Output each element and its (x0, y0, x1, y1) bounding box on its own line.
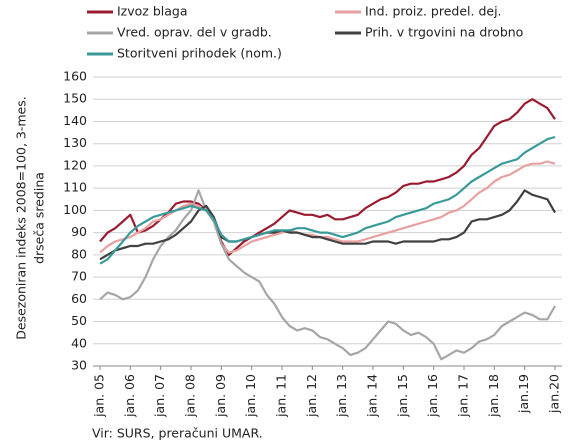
series-line (99, 135, 556, 265)
x-tick-label: jan. 13 (334, 374, 349, 418)
x-tick-label: jan. 05 (92, 374, 107, 418)
x-tick-label: jan. 14 (365, 374, 380, 418)
x-tick-label: jan.20 (547, 374, 562, 414)
x-tick-label: jan. 12 (304, 374, 319, 418)
y-axis-label: Desezoniran indeks 2008=100, 3-mes. (14, 96, 29, 339)
x-tick-label: jan. 07 (152, 374, 167, 418)
series-line (99, 189, 556, 261)
y-tick-label: 50 (71, 313, 87, 328)
series-line (99, 98, 556, 256)
x-tick-label: jan. 17 (456, 374, 471, 418)
y-tick-label: 30 (71, 358, 87, 373)
y-tick-label: 40 (71, 335, 87, 350)
x-tick-label: jan. 15 (395, 374, 410, 418)
x-tick-label: jan. 06 (122, 374, 137, 418)
y-tick-label: 90 (71, 224, 87, 239)
x-tick-label: jan. 08 (183, 374, 198, 418)
legend-label: Vred. oprav. del v gradb. (117, 25, 272, 40)
series-line (99, 189, 556, 361)
y-tick-label: 150 (63, 91, 87, 106)
y-tick-label: 100 (63, 202, 87, 217)
legend-label: Storitveni prihodek (nom.) (117, 46, 282, 61)
legend-label: Prih. v trgovini na drobno (365, 25, 523, 40)
y-tick-label: 110 (63, 180, 87, 195)
y-tick-label: 60 (71, 291, 87, 306)
legend-label: Ind. proiz. predel. dej. (365, 4, 502, 19)
x-tick-label: jan. 09 (213, 374, 228, 418)
x-tick-label: jan.19 (516, 374, 531, 414)
y-tick-label: 140 (63, 113, 87, 128)
y-tick-label: 120 (63, 157, 87, 172)
source: Vir: SURS, preračuni UMAR. (92, 426, 263, 441)
x-tick-label: jan. 16 (425, 374, 440, 418)
y-tick-label: 160 (63, 69, 87, 84)
legend-label: Izvoz blaga (117, 4, 188, 19)
y-tick-label: 80 (71, 246, 87, 261)
x-tick-label: jan. 10 (243, 374, 258, 418)
y-axis-label: drseča sredina (32, 172, 47, 264)
x-tick-label: jan. 11 (274, 374, 289, 418)
y-tick-label: 70 (71, 269, 87, 284)
y-tick-label: 130 (63, 135, 87, 150)
x-tick-label: jan. 18 (486, 374, 501, 418)
